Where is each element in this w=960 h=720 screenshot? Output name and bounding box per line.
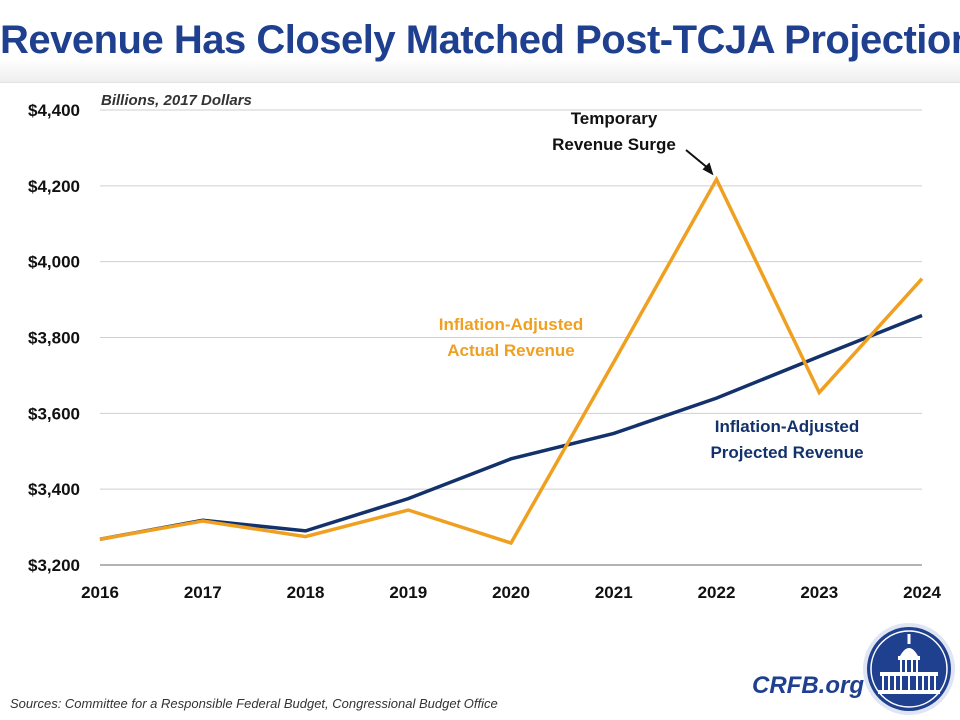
x-tick-label: 2024 [903,583,941,602]
y-tick-label: $4,200 [28,177,80,196]
y-axis: $3,200 $3,400 $3,600 $3,800 $4,000 $4,200 $4,4… [28,101,80,575]
x-tick-label: 2021 [595,583,633,602]
capitol-dome-seal-icon [863,623,955,715]
annotation-text: Temporary [571,109,658,128]
y-tick-label: $4,400 [28,101,80,120]
annotation-arrowhead [702,162,714,176]
grid [100,109,922,566]
x-tick-label: 2018 [287,583,325,602]
source-note: Sources: Committee for a Responsible Fed… [10,696,498,711]
y-tick-label: $3,400 [28,480,80,499]
x-tick-label: 2016 [81,583,119,602]
x-tick-label: 2019 [389,583,427,602]
y-tick-label: $3,200 [28,556,80,575]
series-labels: Inflation-Adjusted Projected Revenue Infla… [439,109,864,462]
y-tick-label: $3,600 [28,404,80,423]
y-tick-label: $3,800 [28,329,80,348]
series-label: Actual Revenue [447,341,575,360]
x-tick-label: 2020 [492,583,530,602]
series-label: Inflation-Adjusted [439,315,583,334]
y-tick-label: $4,000 [28,253,80,272]
title-band [0,0,960,83]
annotation-text: Revenue Surge [552,135,676,154]
annotation-arrow [685,149,711,171]
chart-title: Revenue Has Closely Matched Post-TCJA Pr… [0,18,960,62]
actual-revenue-line [99,175,924,546]
series-label: Inflation-Adjusted [715,417,859,436]
x-tick-label: 2017 [184,583,222,602]
x-tick-label: 2023 [800,583,838,602]
series-group [99,175,924,546]
x-tick-label: 2022 [698,583,736,602]
series-label: Projected Revenue [710,443,863,462]
y-axis-unit-label: Billions, 2017 Dollars [101,92,252,109]
x-axis: 2016 2017 2018 2019 2020 2021 2022 2023 2024 [81,583,941,602]
brand-link[interactable]: CRFB.org [752,672,864,699]
